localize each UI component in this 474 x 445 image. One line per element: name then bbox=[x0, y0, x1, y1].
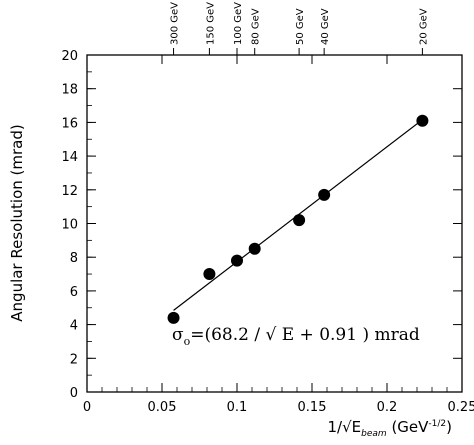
top-axis-ticks: 300 GeV 150 GeV 100 GeV 80 GeV 50 GeV 40 GeV 2… bbox=[170, 2, 429, 55]
y-tick-label: 12 bbox=[61, 184, 78, 199]
x-title-prefix: 1/√E bbox=[327, 418, 361, 436]
y-tick-label: 4 bbox=[70, 319, 78, 334]
x-axis-title: 1/√Ebeam (GeV-1/2) bbox=[327, 418, 452, 439]
y-tick-label: 6 bbox=[70, 285, 78, 300]
y-tick-label: 20 bbox=[61, 49, 78, 64]
x-tick-label: 0.05 bbox=[148, 400, 177, 415]
fit-formula: σo=(68.2 / √ E + 0.91 ) mrad bbox=[172, 325, 420, 348]
data-point bbox=[318, 188, 331, 201]
y-tick-label: 2 bbox=[70, 352, 78, 367]
x-tick-label: 0 bbox=[83, 400, 91, 415]
x-title-close: ) bbox=[446, 418, 452, 436]
x-title-unit: (GeV bbox=[387, 418, 429, 436]
top-tick-label: 20 GeV bbox=[418, 8, 429, 45]
data-points bbox=[167, 114, 429, 324]
y-tick-label: 8 bbox=[70, 251, 78, 266]
data-point bbox=[293, 214, 306, 227]
x-axis-ticks: 0 0.05 0.1 0.15 0.2 0.25 bbox=[83, 55, 474, 415]
x-tick-label: 0.15 bbox=[298, 400, 327, 415]
y-tick-label: 16 bbox=[61, 116, 78, 131]
x-tick-label: 0.1 bbox=[227, 400, 248, 415]
y-tick-label: 14 bbox=[61, 150, 78, 165]
x-tick-label: 0.2 bbox=[377, 400, 398, 415]
y-axis-title: Angular Resolution (mrad) bbox=[8, 124, 26, 321]
top-tick-label: 40 GeV bbox=[320, 8, 331, 45]
top-tick-label: 50 GeV bbox=[295, 8, 306, 45]
formula-sigma: σ bbox=[172, 325, 184, 345]
x-title-sub: beam bbox=[361, 429, 387, 439]
top-tick-label: 300 GeV bbox=[170, 2, 181, 45]
top-tick-label: 150 GeV bbox=[205, 2, 216, 45]
top-tick-label: 100 GeV bbox=[233, 2, 244, 45]
formula-subscript: o bbox=[184, 335, 191, 348]
y-tick-label: 18 bbox=[61, 83, 78, 98]
y-tick-label: 10 bbox=[61, 218, 78, 233]
top-tick-label: 80 GeV bbox=[251, 8, 262, 45]
x-tick-label: 0.25 bbox=[448, 400, 474, 415]
data-point bbox=[248, 242, 261, 255]
data-point bbox=[416, 114, 429, 127]
x-title-exp: -1/2 bbox=[428, 419, 446, 429]
y-axis-ticks: 0 2 4 6 8 10 12 14 16 18 20 bbox=[61, 49, 462, 401]
data-point bbox=[203, 268, 216, 281]
formula-body: =(68.2 / √ E + 0.91 ) mrad bbox=[190, 325, 420, 345]
data-point bbox=[231, 254, 243, 267]
y-tick-label: 0 bbox=[70, 386, 78, 401]
data-point bbox=[167, 311, 180, 324]
